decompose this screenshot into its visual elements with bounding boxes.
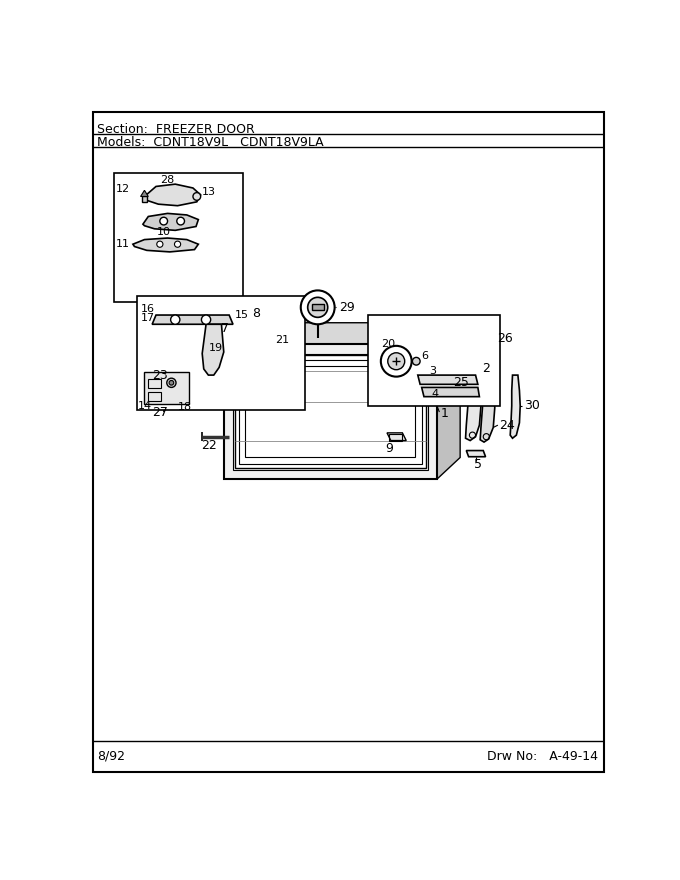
Polygon shape [387, 433, 406, 441]
Text: 27: 27 [152, 406, 168, 419]
Polygon shape [466, 375, 481, 441]
Bar [469, 324, 490, 356]
Polygon shape [144, 184, 201, 206]
Text: 4: 4 [432, 389, 439, 399]
Polygon shape [133, 238, 199, 252]
Polygon shape [479, 377, 495, 442]
Text: 19: 19 [208, 343, 222, 353]
Text: 20: 20 [381, 340, 396, 349]
Circle shape [171, 315, 180, 325]
Circle shape [301, 290, 335, 325]
Text: 18: 18 [177, 402, 192, 413]
Bar [148, 379, 161, 388]
Text: 14: 14 [137, 401, 152, 411]
Bar [148, 392, 161, 401]
Polygon shape [490, 324, 492, 356]
Text: 10: 10 [156, 227, 171, 237]
Polygon shape [510, 375, 520, 438]
Text: Models:  CDNT18V9L   CDNT18V9LA: Models: CDNT18V9L CDNT18V9LA [97, 136, 324, 149]
Circle shape [307, 297, 328, 318]
Text: 24: 24 [499, 419, 515, 432]
Text: 2: 2 [481, 363, 490, 376]
Circle shape [201, 315, 211, 325]
Text: 9: 9 [386, 442, 393, 455]
Circle shape [388, 353, 405, 370]
Polygon shape [224, 344, 437, 479]
Circle shape [160, 217, 167, 225]
Bar [144, 372, 189, 404]
Circle shape [169, 380, 173, 385]
Text: 8: 8 [252, 307, 260, 320]
Text: 29: 29 [339, 301, 355, 314]
Text: 26: 26 [497, 332, 513, 345]
Text: 21: 21 [275, 335, 290, 346]
Text: 1: 1 [441, 407, 449, 420]
Polygon shape [224, 323, 460, 344]
Bar [390, 435, 403, 441]
Polygon shape [152, 315, 233, 325]
Text: 25: 25 [453, 377, 469, 389]
Text: 16: 16 [141, 304, 154, 314]
Polygon shape [466, 451, 486, 457]
Text: Section:  FREEZER DOOR: Section: FREEZER DOOR [97, 123, 255, 136]
Text: 17: 17 [141, 313, 155, 323]
Bar [137, 296, 305, 410]
Bar [114, 172, 243, 302]
Text: Drw No:   A-49-14: Drw No: A-49-14 [487, 750, 598, 763]
Text: 15: 15 [235, 310, 250, 320]
Circle shape [193, 193, 201, 201]
Text: 12: 12 [116, 184, 130, 194]
Text: 22: 22 [201, 439, 216, 452]
Polygon shape [224, 323, 247, 479]
Text: 5: 5 [474, 458, 482, 471]
Circle shape [167, 378, 176, 387]
Polygon shape [141, 190, 148, 196]
Text: 28: 28 [160, 174, 175, 185]
Polygon shape [418, 375, 478, 385]
Polygon shape [142, 196, 147, 202]
Polygon shape [422, 387, 479, 397]
Text: 7: 7 [222, 322, 229, 335]
Circle shape [381, 346, 411, 377]
Polygon shape [235, 355, 426, 468]
Circle shape [157, 241, 163, 247]
Bar [368, 315, 500, 406]
Text: 3: 3 [429, 366, 437, 377]
Circle shape [177, 217, 184, 225]
Text: 8/92: 8/92 [97, 750, 126, 763]
Text: 11: 11 [116, 239, 130, 249]
Text: 13: 13 [202, 187, 216, 197]
Text: 30: 30 [524, 400, 540, 413]
Circle shape [175, 241, 181, 247]
Text: 6: 6 [422, 351, 428, 361]
Polygon shape [469, 324, 492, 326]
Polygon shape [437, 323, 460, 479]
Circle shape [412, 357, 420, 365]
Polygon shape [143, 214, 199, 231]
Polygon shape [202, 325, 224, 375]
Bar [311, 304, 324, 311]
Text: 23: 23 [152, 369, 168, 382]
